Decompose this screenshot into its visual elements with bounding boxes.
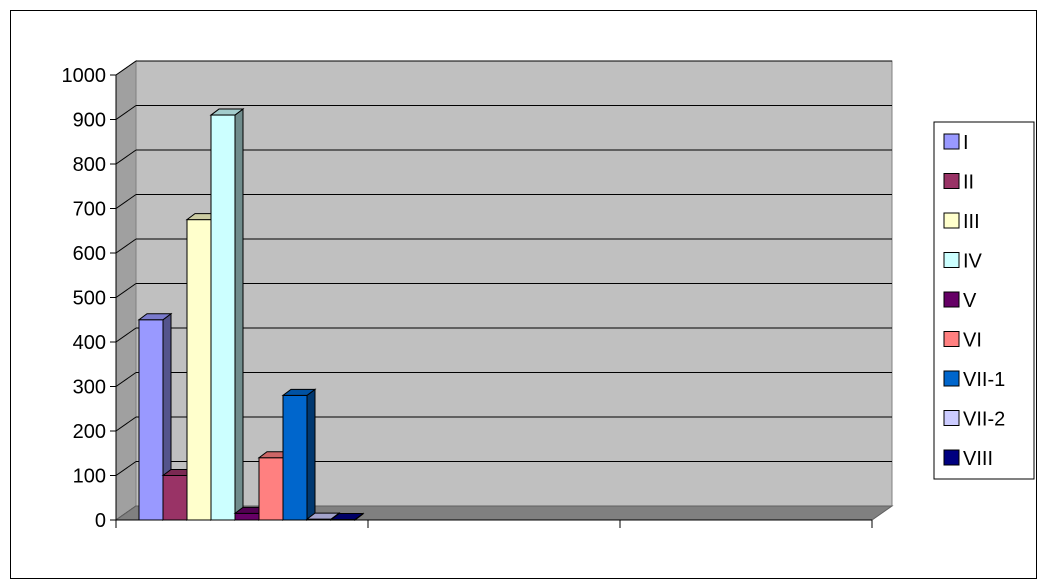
bar-front (282, 394, 308, 521)
legend-swatch (943, 331, 960, 347)
y-axis: 0 100 200 300 400 500 600 700 800 900 1000 (62, 65, 117, 532)
bar (329, 512, 365, 521)
y-tick-label: 300 (73, 377, 106, 399)
bar-front (186, 219, 212, 521)
bar-front (258, 457, 284, 521)
legend-label: VII-2 (963, 409, 1005, 431)
bar-front (138, 319, 164, 521)
bar-top (329, 513, 365, 521)
legend-label: IV (963, 251, 983, 273)
gridline-side (115, 327, 137, 343)
legend-swatch (943, 173, 960, 189)
legend-label: V (963, 290, 977, 312)
bar-front (234, 512, 260, 521)
bar-top (137, 313, 173, 321)
bar (281, 388, 317, 521)
bar-front (162, 475, 188, 521)
gridline-side (115, 60, 137, 76)
legend-label: II (963, 172, 974, 194)
legend-swatch (943, 133, 960, 150)
legend-swatch (943, 410, 960, 426)
legend-swatch (943, 449, 960, 466)
gridline-side (115, 416, 137, 432)
y-tick-label: 700 (73, 199, 106, 221)
bar-front (210, 114, 236, 521)
bar-side (234, 108, 244, 521)
legend-label: VII-1 (963, 369, 1005, 391)
bar (137, 312, 173, 521)
gridline-side (115, 105, 137, 120)
y-tick-label: 900 (73, 110, 106, 132)
legend-swatch (943, 370, 960, 387)
gridline-side (115, 461, 137, 476)
y-tick-label: 100 (73, 466, 106, 488)
x-axis (115, 519, 873, 528)
y-tick-label: 1000 (62, 65, 107, 87)
bar-side (306, 388, 316, 521)
bar-top (209, 108, 245, 116)
legend-label: I (963, 132, 969, 154)
gridline-side (115, 372, 137, 387)
bar-top (281, 388, 317, 396)
y-tick-label: 200 (73, 421, 106, 443)
gridline-side (115, 194, 137, 209)
gridline-side (115, 149, 137, 165)
y-tick-label: 800 (73, 154, 106, 176)
legend-swatch (943, 252, 960, 268)
y-tick-label: 600 (73, 243, 106, 265)
y-tick-label: 0 (95, 510, 106, 532)
legend-label: VI (963, 330, 982, 352)
legend-swatch (943, 291, 960, 308)
legend-swatch (943, 212, 960, 229)
legend-label: III (963, 211, 980, 233)
y-tick-label: 500 (73, 288, 106, 310)
gridline-side (115, 238, 137, 254)
y-tick-label: 400 (73, 332, 106, 354)
gridline-side (115, 283, 137, 298)
legend-label: VIII (963, 448, 993, 470)
bar (209, 108, 245, 521)
bars (137, 108, 365, 521)
